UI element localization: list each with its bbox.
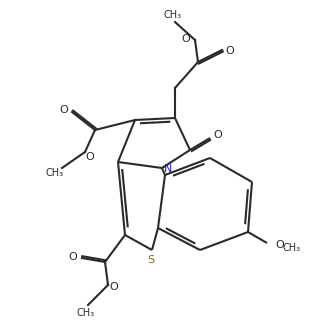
- Text: O: O: [276, 240, 284, 250]
- Text: CH₃: CH₃: [46, 168, 64, 178]
- Text: O: O: [60, 105, 69, 115]
- Text: O: O: [214, 130, 222, 140]
- Text: CH₃: CH₃: [283, 243, 301, 253]
- Text: O: O: [110, 282, 118, 292]
- Text: O: O: [226, 46, 234, 56]
- Text: O: O: [182, 34, 190, 44]
- Text: O: O: [69, 252, 78, 262]
- Text: CH₃: CH₃: [77, 308, 95, 318]
- Text: O: O: [86, 152, 94, 162]
- Text: N: N: [164, 164, 172, 174]
- Text: S: S: [148, 255, 155, 265]
- Text: CH₃: CH₃: [164, 10, 182, 20]
